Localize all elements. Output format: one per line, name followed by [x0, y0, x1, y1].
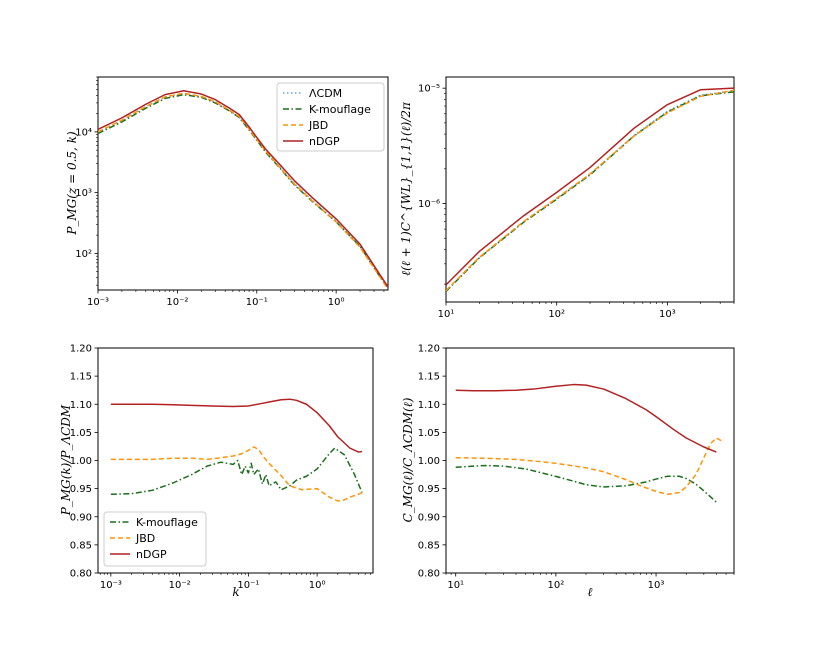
x-tick-label: 10¹: [438, 309, 455, 320]
y-axis-label: P_MG(k)/P_ΛCDM: [59, 404, 73, 516]
y-tick-label: 1.20: [70, 344, 92, 355]
y-tick-label: 10⁴: [75, 127, 92, 138]
x-tick-label: 10⁻³: [87, 297, 109, 308]
x-tick-label: 10⁻¹: [246, 297, 268, 308]
x-tick-label: 10⁻³: [100, 580, 122, 591]
y-axis-label: ℓ(ℓ + 1)C^{WL}_{1,1}(ℓ)/2π: [399, 101, 413, 276]
y-tick-label: 1.05: [418, 428, 440, 439]
panel-power-spectrum: 10⁻³ 10⁻² 10⁻¹ 10⁰ 10² 10³ 10⁴ P_MG(z = 0.5, k…: [65, 76, 389, 308]
x-axis-label: ℓ: [588, 585, 593, 599]
y-tick-label: 10⁻⁵: [418, 84, 440, 95]
data-lines: [446, 87, 734, 292]
series-line-ndgp: [446, 87, 734, 286]
y-tick-label: 1.00: [70, 456, 92, 467]
y-tick-label: 0.90: [70, 512, 92, 523]
data-lines: [98, 90, 388, 290]
series-line-kmouflage: [455, 464, 717, 503]
x-tick-label: 10³: [659, 309, 676, 320]
y-axis-label-text: P_MG(k)/P_ΛCDM: [59, 404, 73, 516]
y-tick-label: 1.10: [70, 400, 92, 411]
series-line-ndgp: [98, 90, 388, 288]
legend-label-ndgp: nDGP: [309, 135, 340, 148]
series-line-ndgp: [455, 383, 717, 453]
y-axis-label-text: P_MG(z = 0.5, k): [65, 131, 79, 236]
x-tick-label: 10³: [648, 580, 665, 591]
legend-label-lcdm: ΛCDM: [309, 87, 342, 100]
y-tick-label: 0.80: [70, 569, 92, 580]
series-line-ndgp: [110, 398, 363, 453]
legend-box: [103, 511, 207, 567]
y-tick-label: 0.80: [418, 569, 440, 580]
y-tick-label: 1.15: [70, 372, 92, 383]
legend-label-kmouflage: K-mouflage: [309, 103, 371, 116]
y-tick-label: 10²: [75, 249, 92, 260]
axis-ticks: 10¹ 10² 10³ 10⁻⁶ 10⁻⁵: [418, 84, 735, 320]
axis-ticks: 10⁻³ 10⁻² 10⁻¹ 10⁰ 0.80 0.85 0.90 0.95 1.00 1.05 1…: [70, 344, 371, 591]
y-tick-label: 10⁻⁶: [418, 199, 440, 210]
data-lines: [110, 398, 363, 502]
y-tick-label: 1.05: [70, 428, 92, 439]
x-axis-label: k: [232, 585, 239, 599]
y-tick-label: 1.00: [418, 456, 440, 467]
series-line-kmouflage: [446, 91, 734, 292]
series-line-jbd: [110, 446, 363, 502]
y-axis-label: C_MG(ℓ)/C_ΛCDM(ℓ): [401, 397, 415, 522]
x-tick-label: 10¹: [447, 580, 464, 591]
axis-ticks: 10¹ 10² 10³ 0.80 0.85 0.90 0.95 1.00 1.05 1.10 1.1…: [418, 344, 735, 591]
plot-frame: [445, 76, 735, 303]
legend-bottom: K-mouflage JBD nDGP: [103, 511, 207, 567]
data-lines: [455, 383, 722, 503]
y-tick-label: 1.20: [418, 344, 440, 355]
x-tick-label: 10⁻²: [166, 297, 188, 308]
x-tick-label: 10²: [548, 309, 565, 320]
legend-label-kmouflage: K-mouflage: [136, 516, 198, 529]
series-line-lcdm: [446, 90, 734, 292]
y-tick-label: 1.15: [418, 372, 440, 383]
plot-frame: [97, 76, 389, 291]
legend-label-ndgp: nDGP: [136, 548, 167, 561]
y-tick-label: 0.95: [418, 484, 440, 495]
axis-ticks: 10⁻³ 10⁻² 10⁻¹ 10⁰ 10² 10³ 10⁴: [75, 76, 385, 308]
x-tick-label: 10⁻²: [169, 580, 191, 591]
series-line-kmouflage: [110, 447, 363, 495]
legend-label-jbd: JBD: [135, 532, 155, 545]
panel-cl-ratio: 10¹ 10² 10³ 0.80 0.85 0.90 0.95 1.00 1.05 1.10 1.1…: [401, 344, 735, 599]
legend-top: ΛCDM K-mouflage JBD nDGP: [276, 82, 385, 152]
y-tick-label: 0.85: [418, 540, 440, 551]
y-axis-label-text: C_MG(ℓ)/C_ΛCDM(ℓ): [401, 397, 415, 522]
x-tick-label: 10⁻¹: [237, 580, 259, 591]
y-tick-label: 0.90: [418, 512, 440, 523]
y-tick-label: 0.85: [70, 540, 92, 551]
series-line-jbd: [446, 89, 734, 292]
panel-weak-lensing-spectrum: 10¹ 10² 10³ 10⁻⁶ 10⁻⁵ ℓ(ℓ + 1)C^{WL}_{1,1}(ℓ…: [399, 76, 735, 320]
plot-frame: [445, 347, 735, 574]
panel-power-ratio: 10⁻³ 10⁻² 10⁻¹ 10⁰ 0.80 0.85 0.90 0.95 1.00 1.05 1…: [59, 344, 374, 599]
y-tick-label: 10³: [75, 188, 92, 199]
legend-box: [276, 82, 385, 152]
x-tick-label: 10²: [548, 580, 565, 591]
y-tick-label: 0.95: [70, 484, 92, 495]
legend-label-jbd: JBD: [308, 119, 328, 132]
x-tick-label: 10⁰: [328, 297, 345, 308]
series-line-jbd: [455, 437, 722, 495]
x-tick-label: 10⁰: [309, 580, 326, 591]
y-tick-label: 1.10: [418, 400, 440, 411]
y-axis-label: P_MG(z = 0.5, k): [65, 131, 79, 236]
y-axis-label-text: ℓ(ℓ + 1)C^{WL}_{1,1}(ℓ)/2π: [399, 101, 413, 276]
series-line-jbd: [98, 92, 388, 290]
